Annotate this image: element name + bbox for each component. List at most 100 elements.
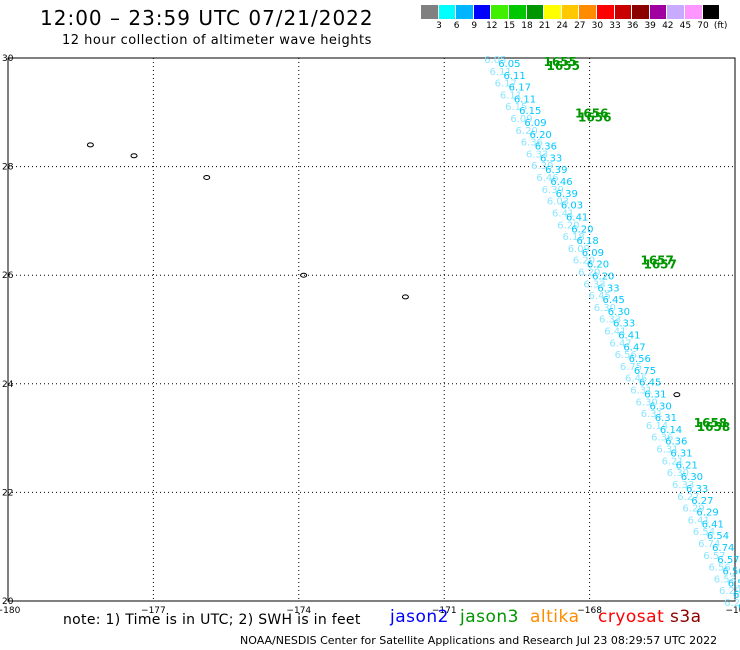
legend-label-16: (ft) [713,21,728,31]
legend-swatch-8 [561,5,580,19]
island-outline [300,272,308,278]
swh-value: 6.11 [514,94,536,105]
time-label: 1655 [544,55,577,69]
swh-value: 6.54 [707,531,729,542]
swh-value: 6.53 [728,578,740,589]
swh-value: 6.39 [556,189,578,200]
swh-value: 6.03 [547,197,569,208]
swh-value: 6.39 [542,185,564,196]
satellite-label-cryosat: cryosat [598,607,665,627]
swh-value: 6.30 [594,303,616,314]
swh-value: 6.30 [649,401,671,412]
swh-value: 6.20 [571,224,593,235]
x-tick-label: −180 [0,606,21,616]
legend-swatch-16 [702,5,721,19]
satellite-label-jason3: jason3 [460,607,519,627]
legend-label-6: 21 [538,21,551,31]
color-scale-labels: 3 6 9 12 15 18 21 24 27 30 33 36 39 42 45 70 (ft) [421,21,731,35]
y-tick-label: 26 [2,271,14,281]
legend-label-5: 18 [521,21,533,31]
swh-value: 6.74 [712,543,734,554]
time-label: 1658 [694,416,727,430]
swh-value: 6.45 [589,291,611,302]
legend-label-8: 27 [574,21,586,31]
islands [86,142,681,398]
altimeter-track: 6.056.116.176.116.156.096.206.366.336.39… [484,55,740,613]
island-outline [130,153,138,159]
footer-note: note: 1) Time is in UTC; 2) SWH is in fe… [63,612,361,628]
swh-value: 6.75 [634,366,656,377]
y-tick-label: 20 [2,597,14,607]
legend-label-3: 12 [486,21,498,31]
swh-value: 6.31 [630,386,652,397]
x-tick-label: −171 [432,606,457,616]
time-label: 1657 [643,257,676,271]
swh-value: 6.47 [609,338,631,349]
map-grid [7,57,736,602]
swh-value: 6.29 [733,590,740,601]
legend-label-2: 9 [471,21,478,31]
swh-value: 6.31 [644,390,666,401]
swh-value: 6.30 [608,307,630,318]
legend-swatch-13 [649,5,668,19]
swh-value: 6.21 [662,456,684,467]
swh-value: 6.33 [613,319,635,330]
swh-value: 6.75 [620,362,642,373]
legend-swatch-7 [544,5,562,19]
swh-value: 6.36 [521,138,543,149]
satellite-label-jason2: jason2 [390,607,449,627]
swh-value: 6.39 [531,161,553,172]
swh-value: 6.30 [681,472,703,483]
swh-value: 6.18 [576,236,598,247]
x-tick-label: −174 [286,606,311,616]
legend-label-15: 70 [697,21,709,31]
swh-value: 6.15 [519,106,541,117]
legend-swatch-10 [596,5,615,19]
swh-value: 6.33 [686,484,708,495]
swh-value: 6.41 [618,331,640,342]
swh-value: 6.09 [582,248,604,259]
swh-value: 6.14 [646,421,668,432]
swh-value: 6.31 [656,445,678,456]
swh-value: 6.30 [667,468,689,479]
page-title: 12:00 – 23:59 UTC 07/21/2022 [40,6,374,30]
axes: −180 −177 −174 −171 −168 −16 20 22 24 26 28 30 [0,54,740,616]
legend-swatch-4 [491,5,509,19]
swh-value: 6.05 [484,55,506,66]
legend-label-14: 45 [679,21,692,31]
time-label: 1658 [697,420,730,434]
x-tick-label: −168 [577,606,602,616]
swh-value: 6.15 [505,102,527,113]
swh-value: 6.09 [568,244,590,255]
swh-value: 6.28 [738,602,740,613]
swh-value: 6.36 [651,433,673,444]
swh-value: 6.74 [698,539,720,550]
swh-value: 6.31 [641,409,663,420]
legend-label-10: 33 [609,21,621,31]
island-outline [86,142,94,148]
swh-value: 6.20 [516,126,538,137]
legend-swatch-14 [667,5,685,19]
swh-value: 6.33 [540,153,562,164]
legend-swatch-15 [684,5,703,19]
swh-value: 6.20 [573,256,595,267]
time-label: 1657 [640,253,673,267]
swh-value: 6.41 [688,515,710,526]
legend-label-9: 30 [591,21,604,31]
time-label: 1656 [578,111,611,125]
swh-value: 6.33 [526,149,548,160]
swh-value: 6.17 [495,79,517,90]
swh-value: 6.29 [682,504,704,515]
island-outline [203,174,211,180]
legend-swatch-12 [632,5,650,19]
legend-label-1: 6 [453,21,460,31]
swh-value: 6.11 [500,90,522,101]
y-tick-label: 22 [2,488,13,498]
swh-value: 6.54 [693,527,715,538]
swh-value: 6.45 [625,374,647,385]
swh-value: 6.31 [670,449,692,460]
legend-swatch-11 [614,5,633,19]
legend-swatch-6 [526,5,545,19]
